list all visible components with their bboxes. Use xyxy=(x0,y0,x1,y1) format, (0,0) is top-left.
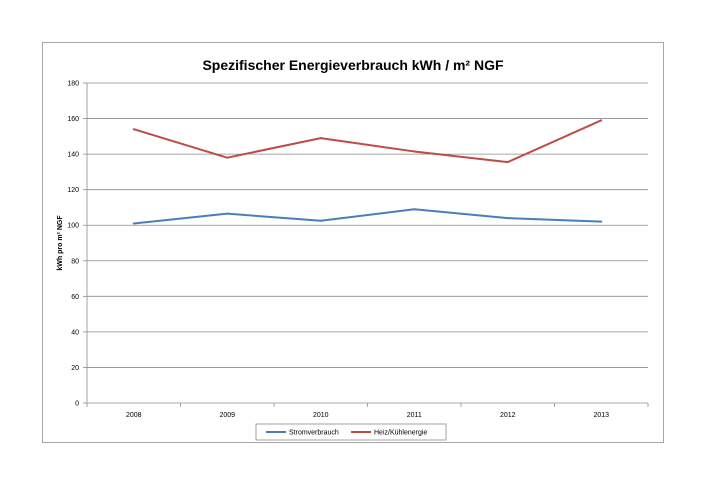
y-tick-label: 160 xyxy=(67,116,79,123)
x-tick-label: 2012 xyxy=(500,412,516,419)
axes xyxy=(86,83,649,407)
x-tick-label: 2008 xyxy=(126,412,142,419)
y-tick-label: 80 xyxy=(71,258,79,265)
x-tick-label: 2010 xyxy=(313,412,329,419)
legend-label: Stromverbrauch xyxy=(289,430,339,437)
y-tick-labels: 0 20 40 60 80 100 120 140 160 180 xyxy=(67,81,79,408)
y-axis-label: kWh pro m² NGF xyxy=(57,215,64,271)
legend-label: Heiz/Kühlenergie xyxy=(374,430,427,437)
data-point xyxy=(319,219,322,222)
series-line-0 xyxy=(133,208,602,225)
x-tick-labels: 2008 2009 2010 2011 2012 2013 xyxy=(126,412,609,419)
data-point xyxy=(413,208,416,211)
data-point xyxy=(506,161,509,164)
series-line-1 xyxy=(133,119,602,164)
legend: Stromverbrauch Heiz/Kühlenergie xyxy=(255,423,447,441)
data-point xyxy=(132,222,135,225)
x-tick-label: 2011 xyxy=(407,412,422,419)
y-tick-label: 0 xyxy=(75,401,79,408)
data-point xyxy=(600,220,603,223)
data-point xyxy=(226,156,229,159)
x-tick-label: 2009 xyxy=(219,412,235,419)
chart-frame xyxy=(42,42,664,443)
y-tick-label: 60 xyxy=(71,294,79,301)
y-tick-label: 20 xyxy=(71,365,79,372)
data-point xyxy=(413,150,416,153)
y-tick-label: 180 xyxy=(67,81,79,88)
gridlines xyxy=(83,82,648,404)
y-tick-label: 40 xyxy=(71,329,79,336)
y-tick-label: 120 xyxy=(67,187,79,194)
chart-title: Spezifischer Energieverbrauch kWh / m² N… xyxy=(202,57,504,73)
data-point xyxy=(506,217,509,220)
y-tick-label: 140 xyxy=(67,152,79,159)
data-point xyxy=(132,128,135,131)
data-point xyxy=(600,119,603,122)
data-point xyxy=(319,137,322,140)
series-lines xyxy=(132,119,603,225)
x-tick-label: 2013 xyxy=(593,412,609,419)
data-point xyxy=(226,212,229,215)
y-tick-label: 100 xyxy=(67,223,79,230)
